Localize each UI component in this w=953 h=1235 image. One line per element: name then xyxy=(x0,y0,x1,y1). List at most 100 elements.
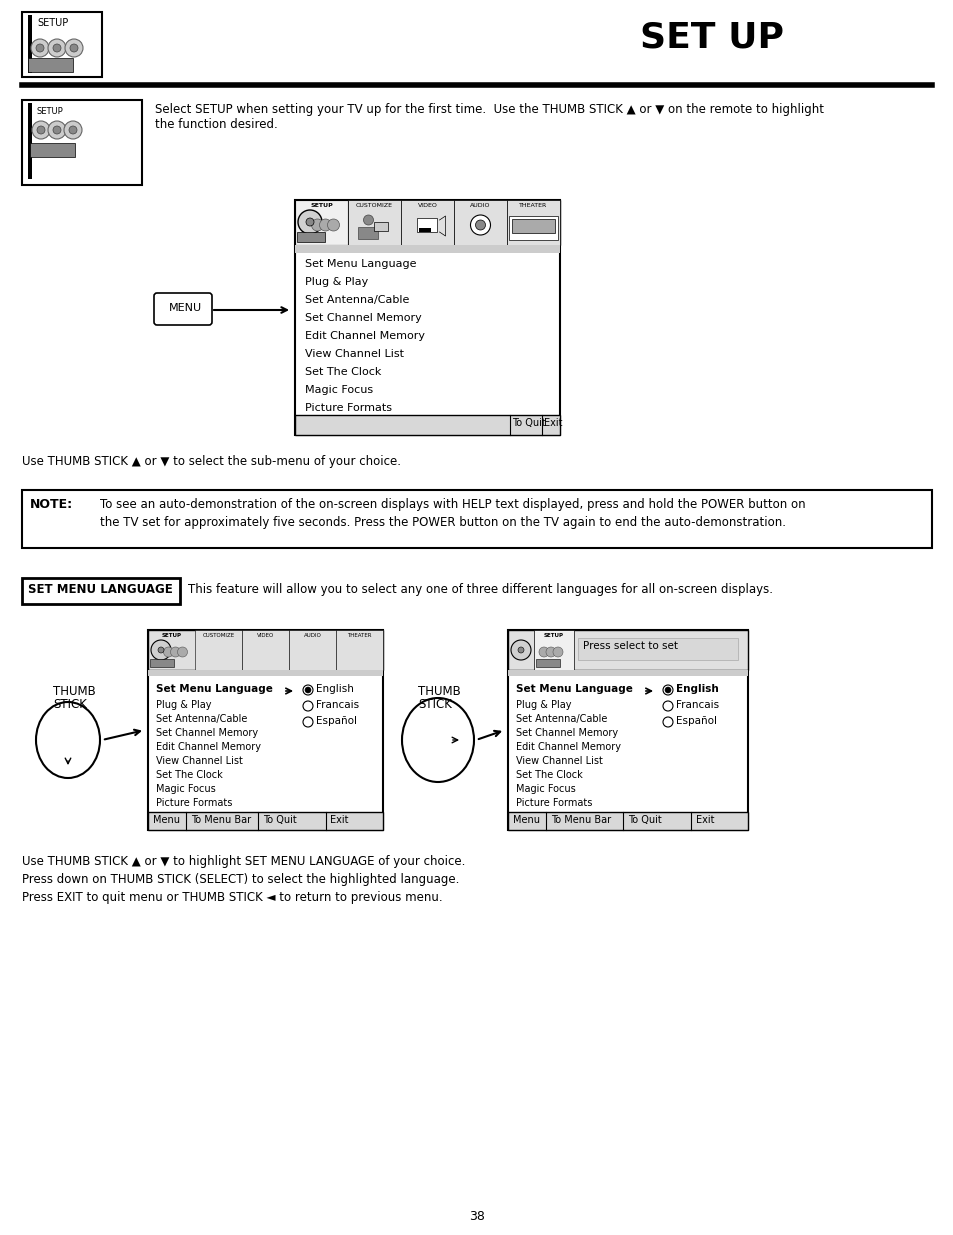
Text: Edit Channel Memory: Edit Channel Memory xyxy=(305,331,424,341)
Ellipse shape xyxy=(53,126,61,135)
Text: CUSTOMIZE: CUSTOMIZE xyxy=(202,634,234,638)
Bar xyxy=(294,415,559,435)
Ellipse shape xyxy=(664,687,670,693)
Ellipse shape xyxy=(36,44,44,52)
Text: AUDIO: AUDIO xyxy=(303,634,321,638)
Text: SETUP: SETUP xyxy=(310,203,333,207)
Ellipse shape xyxy=(312,219,323,231)
Text: Español: Español xyxy=(676,716,717,726)
Text: the TV set for approximately five seconds. Press the POWER button on the TV agai: the TV set for approximately five second… xyxy=(100,516,785,529)
Text: THEATER: THEATER xyxy=(347,634,372,638)
Text: Set Channel Memory: Set Channel Memory xyxy=(305,312,421,324)
Text: Set Menu Language: Set Menu Language xyxy=(156,684,273,694)
Bar xyxy=(194,630,242,671)
Bar xyxy=(358,227,378,240)
Text: CUSTOMIZE: CUSTOMIZE xyxy=(355,203,393,207)
Text: Español: Español xyxy=(315,716,356,726)
Bar xyxy=(294,200,559,435)
Text: SETUP: SETUP xyxy=(161,634,181,638)
Bar xyxy=(536,659,559,667)
Ellipse shape xyxy=(36,701,100,778)
Text: Set The Clock: Set The Clock xyxy=(516,769,582,781)
Text: Francais: Francais xyxy=(315,700,358,710)
Text: SET UP: SET UP xyxy=(639,20,783,54)
Ellipse shape xyxy=(470,215,490,235)
Text: This feature will allow you to select any one of three different languages for a: This feature will allow you to select an… xyxy=(188,583,772,597)
Text: Exit: Exit xyxy=(330,815,348,825)
Text: Set Menu Language: Set Menu Language xyxy=(516,684,632,694)
Text: Press EXIT to quit menu or THUMB STICK ◄ to return to previous menu.: Press EXIT to quit menu or THUMB STICK ◄… xyxy=(22,890,442,904)
Text: Set Antenna/Cable: Set Antenna/Cable xyxy=(305,295,409,305)
Ellipse shape xyxy=(662,685,672,695)
Ellipse shape xyxy=(401,698,474,782)
Bar xyxy=(534,630,574,671)
Text: Set Menu Language: Set Menu Language xyxy=(305,259,416,269)
Bar xyxy=(148,811,382,830)
Bar xyxy=(289,630,335,671)
Bar xyxy=(22,578,180,604)
Text: To Menu Bar: To Menu Bar xyxy=(551,815,611,825)
Bar xyxy=(507,811,747,830)
Ellipse shape xyxy=(475,220,485,230)
Ellipse shape xyxy=(303,685,313,695)
Text: Use THUMB STICK ▲ or ▼ to highlight SET MENU LANGUAGE of your choice.: Use THUMB STICK ▲ or ▼ to highlight SET … xyxy=(22,855,465,868)
Text: SETUP: SETUP xyxy=(37,19,69,28)
Text: NOTE:: NOTE: xyxy=(30,498,73,511)
Bar xyxy=(375,222,388,231)
Text: Plug & Play: Plug & Play xyxy=(156,700,212,710)
Bar xyxy=(335,630,382,671)
Text: VIDEO: VIDEO xyxy=(256,634,274,638)
Ellipse shape xyxy=(538,647,548,657)
Ellipse shape xyxy=(37,126,45,135)
Text: the function desired.: the function desired. xyxy=(154,119,277,131)
Text: View Channel List: View Channel List xyxy=(156,756,243,766)
Text: Plug & Play: Plug & Play xyxy=(305,277,368,287)
Bar xyxy=(507,671,747,676)
Bar xyxy=(148,630,382,671)
Text: To Quit: To Quit xyxy=(512,417,545,429)
Ellipse shape xyxy=(163,647,173,657)
Bar xyxy=(419,228,431,232)
Text: Use THUMB STICK ▲ or ▼ to select the sub-menu of your choice.: Use THUMB STICK ▲ or ▼ to select the sub… xyxy=(22,454,400,468)
Ellipse shape xyxy=(662,701,672,711)
Ellipse shape xyxy=(69,126,77,135)
Text: Magic Focus: Magic Focus xyxy=(305,385,373,395)
Ellipse shape xyxy=(65,40,83,57)
Text: Menu: Menu xyxy=(152,815,180,825)
Ellipse shape xyxy=(297,210,322,233)
Ellipse shape xyxy=(319,219,331,231)
Text: Exit: Exit xyxy=(696,815,714,825)
Ellipse shape xyxy=(177,647,188,657)
Text: STICK: STICK xyxy=(417,698,452,711)
Text: Magic Focus: Magic Focus xyxy=(156,784,215,794)
Ellipse shape xyxy=(363,215,374,225)
Text: Exit: Exit xyxy=(543,417,562,429)
Text: THEATER: THEATER xyxy=(518,203,547,207)
Bar xyxy=(507,630,747,830)
Bar xyxy=(506,200,559,245)
Bar xyxy=(294,200,348,245)
Text: Picture Formats: Picture Formats xyxy=(516,798,592,808)
Text: Press down on THUMB STICK (SELECT) to select the highlighted language.: Press down on THUMB STICK (SELECT) to se… xyxy=(22,873,459,885)
Bar xyxy=(22,12,102,77)
Text: Select SETUP when setting your TV up for the first time.  Use the THUMB STICK ▲ : Select SETUP when setting your TV up for… xyxy=(154,103,823,116)
Ellipse shape xyxy=(305,687,311,693)
Text: English: English xyxy=(676,684,718,694)
Ellipse shape xyxy=(303,701,313,711)
Ellipse shape xyxy=(151,640,171,659)
FancyBboxPatch shape xyxy=(153,293,212,325)
Text: Plug & Play: Plug & Play xyxy=(516,700,571,710)
Text: Set Antenna/Cable: Set Antenna/Cable xyxy=(156,714,247,724)
Text: Edit Channel Memory: Edit Channel Memory xyxy=(156,742,261,752)
Text: SET MENU LANGUAGE: SET MENU LANGUAGE xyxy=(28,583,172,597)
Text: Picture Formats: Picture Formats xyxy=(156,798,233,808)
Text: Set Channel Memory: Set Channel Memory xyxy=(156,727,258,739)
Ellipse shape xyxy=(30,40,49,57)
Bar xyxy=(578,638,738,659)
Ellipse shape xyxy=(306,219,314,226)
Bar xyxy=(454,200,506,245)
Bar xyxy=(28,103,32,179)
Text: Menu: Menu xyxy=(513,815,539,825)
Text: Set Channel Memory: Set Channel Memory xyxy=(516,727,618,739)
Bar xyxy=(512,219,555,233)
